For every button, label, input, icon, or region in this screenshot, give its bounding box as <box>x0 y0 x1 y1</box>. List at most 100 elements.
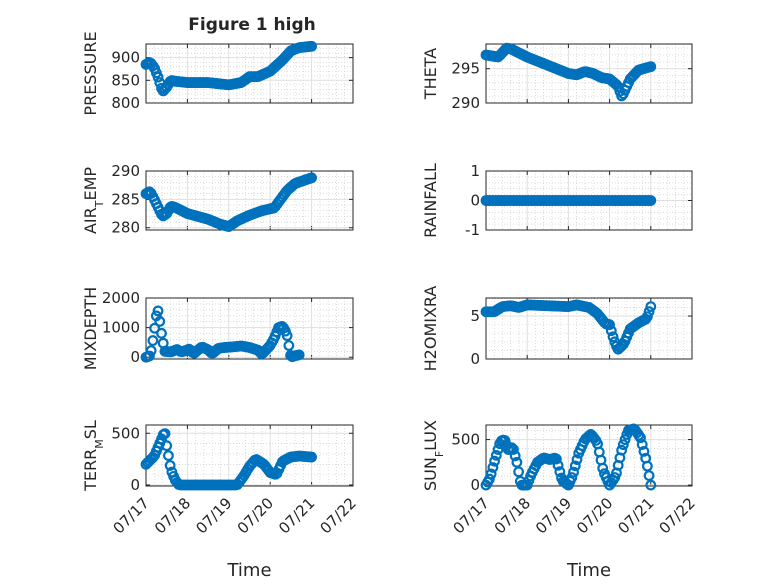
data-point <box>566 472 578 483</box>
data-point <box>554 466 566 478</box>
x-tick-label: 07/21 <box>614 494 657 537</box>
data-point <box>161 440 173 452</box>
data-point <box>144 350 155 362</box>
y-axis-label: THETA <box>421 48 440 100</box>
data-point <box>283 340 295 351</box>
data-point <box>605 325 617 337</box>
data-point <box>145 345 157 357</box>
x-tick-label: 07/19 <box>192 494 235 537</box>
data-point <box>149 322 161 334</box>
y-tick-label: 0 <box>130 476 140 494</box>
data-point <box>568 466 579 478</box>
y-tick-label: 290 <box>451 94 480 112</box>
x-tick-label: 07/20 <box>573 494 616 537</box>
subplot-rainfall: -1 0 1 RAINFALL <box>421 162 693 239</box>
y-axis-label: AIRTEMP <box>81 167 106 234</box>
y-tick-label: 5 <box>470 307 480 325</box>
data-point <box>641 460 653 472</box>
data-point <box>645 301 657 312</box>
y-tick-label: 285 <box>111 190 140 208</box>
x-tick-label: 07/20 <box>234 494 277 537</box>
plot-border <box>485 297 693 360</box>
data-point <box>489 455 500 467</box>
data-point <box>306 451 318 463</box>
data-point <box>154 316 166 327</box>
data-point <box>636 439 648 450</box>
y-tick-label: 290 <box>111 162 140 180</box>
data-point <box>616 444 628 456</box>
y-tick-label: 800 <box>111 94 140 112</box>
plot-border <box>145 170 354 231</box>
x-axis-label: Time <box>566 560 611 581</box>
x-tick-label: 07/18 <box>151 494 194 537</box>
x-tick-label: 07/17 <box>450 494 493 537</box>
data-point <box>487 462 499 473</box>
data-point <box>597 462 609 474</box>
data-point <box>645 479 657 491</box>
y-tick-label: 280 <box>111 219 140 237</box>
y-axis-label: MIXDEPTH <box>81 287 100 370</box>
subplot-h2omixra: 0 5 H2OMIXRA <box>421 286 693 372</box>
data-point <box>607 331 619 343</box>
y-tick-label: 0 <box>470 476 480 494</box>
data-point <box>635 432 646 444</box>
data-point <box>645 61 657 73</box>
data-point <box>163 450 174 461</box>
y-tick-label: 900 <box>111 49 140 67</box>
data-point <box>604 319 615 331</box>
y-tick-label: 0 <box>470 350 480 368</box>
data-point <box>484 473 495 485</box>
y-axis-label: SUNFLUX <box>421 420 446 491</box>
data-point <box>152 305 164 317</box>
plot-border <box>145 43 354 104</box>
subplot-pressure: 800 850 900 PRESSURE <box>81 31 354 116</box>
plot-border <box>485 43 693 104</box>
data-point <box>306 40 318 52</box>
y-tick-label: 2000 <box>102 289 140 307</box>
data-point <box>571 454 583 465</box>
data-point <box>645 195 657 206</box>
y-tick-label: 1000 <box>102 319 140 337</box>
data-point <box>156 327 167 339</box>
y-tick-label: 0 <box>130 348 140 366</box>
x-tick-label: 07/22 <box>656 494 699 537</box>
x-axis-label: Time <box>226 560 271 581</box>
y-axis-label: H2OMIXRA <box>421 286 440 372</box>
data-point <box>147 335 159 346</box>
data-point <box>569 460 581 472</box>
data-point <box>164 460 176 471</box>
y-axis-label: TERRMSL <box>81 420 106 492</box>
y-tick-label: 0 <box>470 192 480 210</box>
data-point <box>643 306 655 318</box>
data-point <box>152 71 164 83</box>
y-axis-label: PRESSURE <box>81 31 100 115</box>
subplot-air-temp: 280 285 290 AIRTEMP <box>81 162 354 237</box>
data-point <box>159 428 171 440</box>
y-tick-label: -1 <box>465 221 480 239</box>
plot-border <box>485 424 693 487</box>
data-point <box>638 446 650 457</box>
x-tick-label: 07/21 <box>275 494 318 537</box>
plot-border <box>145 297 354 360</box>
subplot-theta: 290 295 THETA <box>421 42 693 112</box>
data-point <box>511 456 523 468</box>
y-tick-label: 850 <box>111 71 140 89</box>
y-axis-label: RAINFALL <box>421 163 440 238</box>
x-tick-label: 07/17 <box>110 494 153 537</box>
plot-border <box>145 424 354 487</box>
data-point <box>508 444 519 455</box>
data-point <box>513 466 525 478</box>
y-tick-label: 295 <box>451 60 480 78</box>
data-point <box>552 459 564 471</box>
data-point <box>617 439 629 451</box>
data-point <box>550 453 562 465</box>
data-point <box>485 468 497 480</box>
data-point <box>281 330 293 342</box>
data-point <box>492 444 504 455</box>
y-tick-label: 500 <box>451 431 480 449</box>
data-point <box>306 172 318 184</box>
data-point <box>490 449 502 461</box>
